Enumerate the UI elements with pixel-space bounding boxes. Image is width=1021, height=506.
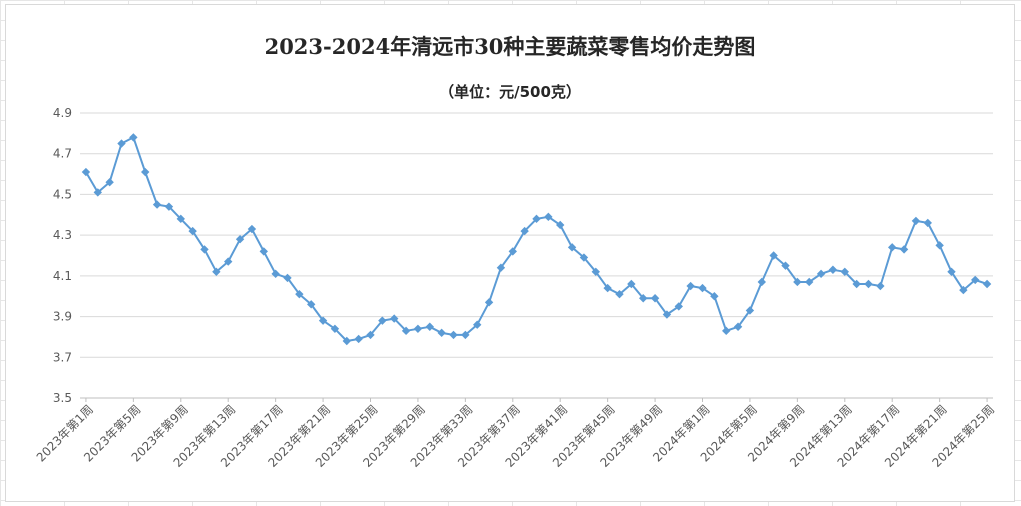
y-tick-label: 4.9 bbox=[53, 106, 72, 120]
data-point-marker[interactable] bbox=[745, 306, 755, 315]
data-point-marker[interactable] bbox=[295, 289, 304, 299]
data-point-marker[interactable] bbox=[473, 320, 482, 329]
data-point-marker[interactable] bbox=[959, 285, 968, 295]
data-point-marker[interactable] bbox=[639, 294, 648, 303]
y-tick-label: 4.7 bbox=[53, 147, 72, 161]
data-point-marker[interactable] bbox=[259, 247, 268, 256]
data-point-marker[interactable] bbox=[508, 247, 517, 256]
chart-area[interactable]: 2023-2024年清远市30种主要蔬菜零售均价走势图 （单位：元/500克） bbox=[5, 4, 1015, 502]
data-point-marker[interactable] bbox=[188, 226, 197, 236]
y-tick-label: 3.9 bbox=[53, 310, 72, 324]
data-point-marker[interactable] bbox=[544, 212, 553, 222]
y-axis-tick-labels: 3.5 3.7 3.9 4.1 4.3 4.5 4.7 4.9 bbox=[53, 106, 72, 405]
data-point-marker[interactable] bbox=[461, 330, 470, 340]
data-point-marker[interactable] bbox=[982, 279, 992, 289]
data-point-marker[interactable] bbox=[710, 292, 719, 301]
data-point-marker[interactable] bbox=[496, 263, 506, 272]
data-point-marker[interactable] bbox=[366, 330, 375, 340]
series-line bbox=[85, 136, 988, 342]
data-point-marker[interactable] bbox=[840, 267, 849, 276]
data-point-marker[interactable] bbox=[141, 167, 150, 177]
data-point-marker[interactable] bbox=[923, 218, 932, 228]
data-point-marker[interactable] bbox=[117, 139, 126, 148]
data-point-marker[interactable] bbox=[971, 275, 980, 285]
data-point-marker[interactable] bbox=[852, 279, 861, 289]
data-point-marker[interactable] bbox=[425, 322, 434, 331]
data-point-marker[interactable] bbox=[318, 316, 328, 325]
data-point-marker[interactable] bbox=[283, 273, 292, 283]
data-point-marker[interactable] bbox=[437, 328, 446, 338]
data-point-marker[interactable] bbox=[816, 269, 826, 279]
data-point-marker[interactable] bbox=[603, 283, 612, 293]
gridlines bbox=[80, 112, 993, 399]
data-point-marker[interactable] bbox=[176, 214, 185, 224]
data-point-marker[interactable] bbox=[330, 324, 340, 333]
chart-title: 2023-2024年清远市30种主要蔬菜零售均价走势图 bbox=[264, 34, 756, 59]
data-point-marker[interactable] bbox=[899, 245, 909, 254]
y-tick-label: 4.3 bbox=[53, 228, 72, 242]
data-point-marker[interactable] bbox=[81, 167, 91, 177]
data-point-marker[interactable] bbox=[378, 316, 387, 325]
data-point-marker[interactable] bbox=[757, 277, 766, 287]
data-point-marker[interactable] bbox=[591, 267, 600, 276]
data-point-marker[interactable] bbox=[235, 235, 245, 244]
y-tick-label: 4.1 bbox=[53, 269, 72, 283]
data-point-marker[interactable] bbox=[247, 224, 257, 234]
data-point-marker[interactable] bbox=[342, 336, 351, 346]
data-point-marker[interactable] bbox=[532, 214, 541, 224]
data-point-marker[interactable] bbox=[947, 267, 956, 276]
data-point-marker[interactable] bbox=[781, 261, 790, 270]
data-point-marker[interactable] bbox=[627, 279, 636, 289]
data-point-marker[interactable] bbox=[864, 279, 873, 289]
data-point-marker[interactable] bbox=[449, 330, 458, 340]
data-point-marker[interactable] bbox=[876, 281, 885, 291]
data-point-marker[interactable] bbox=[390, 314, 399, 323]
data-point-marker[interactable] bbox=[307, 300, 316, 309]
data-point-marker[interactable] bbox=[935, 241, 944, 250]
data-point-marker[interactable] bbox=[567, 243, 577, 252]
data-point-marker[interactable] bbox=[212, 267, 221, 276]
data-point-marker[interactable] bbox=[579, 253, 589, 262]
y-tick-label: 4.5 bbox=[53, 187, 72, 201]
data-point-marker[interactable] bbox=[129, 133, 138, 142]
data-point-marker[interactable] bbox=[401, 326, 411, 336]
data-point-marker[interactable] bbox=[793, 277, 802, 287]
data-point-marker[interactable] bbox=[888, 243, 897, 252]
data-point-marker[interactable] bbox=[828, 265, 838, 274]
data-point-marker[interactable] bbox=[911, 216, 921, 226]
data-point-marker[interactable] bbox=[698, 283, 707, 293]
data-point-marker[interactable] bbox=[722, 326, 731, 336]
x-axis-tick-labels: 2023年第1周2023年第5周2023年第9周2023年第13周2023年第1… bbox=[34, 398, 997, 470]
data-point-marker[interactable] bbox=[224, 257, 233, 266]
data-point-marker[interactable] bbox=[674, 302, 683, 311]
data-point-marker[interactable] bbox=[484, 298, 494, 307]
data-point-marker[interactable] bbox=[520, 226, 529, 236]
chart-subtitle: （单位：元/500克） bbox=[439, 83, 581, 101]
series-vegetable-price bbox=[81, 133, 992, 346]
data-point-marker[interactable] bbox=[805, 277, 814, 287]
y-tick-label: 3.5 bbox=[53, 391, 72, 405]
data-point-marker[interactable] bbox=[105, 178, 114, 187]
y-tick-label: 3.7 bbox=[53, 350, 72, 364]
data-point-marker[interactable] bbox=[271, 269, 280, 279]
data-point-marker[interactable] bbox=[354, 334, 363, 344]
data-point-marker[interactable] bbox=[93, 188, 102, 197]
data-point-marker[interactable] bbox=[164, 202, 174, 211]
data-point-marker[interactable] bbox=[769, 251, 778, 260]
data-point-marker[interactable] bbox=[615, 289, 624, 299]
data-point-marker[interactable] bbox=[733, 322, 743, 331]
data-point-marker[interactable] bbox=[200, 245, 209, 254]
data-point-marker[interactable] bbox=[686, 281, 695, 291]
data-point-marker[interactable] bbox=[662, 310, 672, 319]
data-point-marker[interactable] bbox=[152, 200, 162, 209]
data-point-marker[interactable] bbox=[413, 324, 423, 333]
data-point-marker[interactable] bbox=[650, 294, 660, 303]
data-point-marker[interactable] bbox=[556, 220, 565, 230]
